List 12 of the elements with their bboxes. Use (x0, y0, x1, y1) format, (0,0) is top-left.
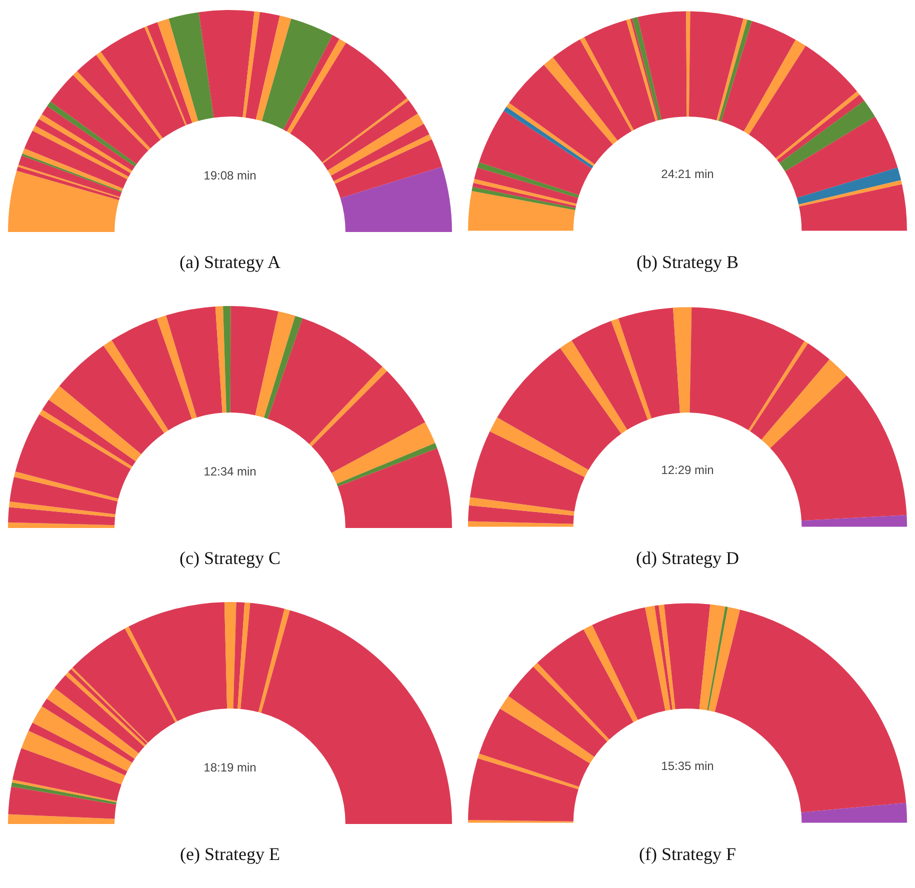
text: 24:21 min (661, 167, 714, 182)
text: (e) Strategy E (179, 844, 281, 865)
text: (f) Strategy F (638, 844, 737, 865)
text: (a) Strategy A (178, 252, 282, 273)
text: 19:08 min (204, 168, 256, 182)
text: (b) Strategy B (636, 252, 740, 273)
text: (d) Strategy D (635, 548, 740, 569)
text: (c) Strategy C (178, 548, 282, 569)
text: 12:34 min (204, 464, 256, 478)
text: 18:19 min (204, 760, 256, 774)
text: 12:29 min (661, 463, 714, 478)
text: 15:35 min (661, 759, 714, 774)
